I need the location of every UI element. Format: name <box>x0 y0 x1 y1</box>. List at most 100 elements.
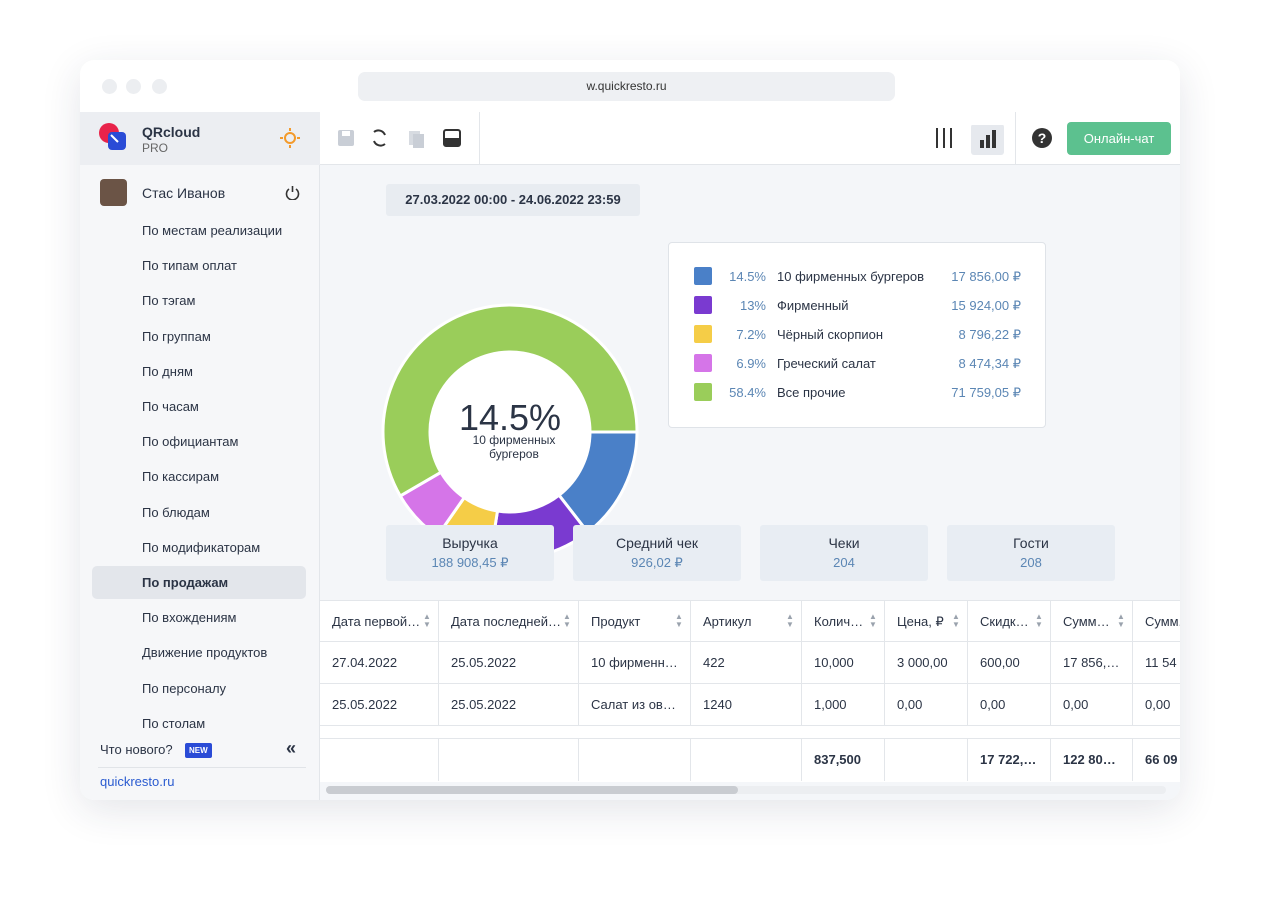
new-badge: NEW <box>185 743 212 758</box>
address-bar[interactable]: w.quickresto.ru <box>358 72 895 101</box>
menu-item[interactable]: По дням <box>142 363 193 379</box>
kpi-value: 204 <box>833 555 855 570</box>
legend-amount: 15 924,00 ₽ <box>951 298 1021 313</box>
brand-name: QRcloud <box>142 124 201 140</box>
legend-amount: 8 796,22 ₽ <box>958 327 1022 342</box>
table-cell: 1,000 <box>802 684 885 726</box>
center-value: 14.5% <box>459 397 561 438</box>
scroll-thumb[interactable] <box>326 786 738 794</box>
donut-chart: 14.5% <box>381 303 639 561</box>
table-cell: 25.05.2022 <box>320 684 439 726</box>
donut-hole <box>431 353 589 511</box>
table-cell: 25.05.2022 <box>439 684 579 726</box>
whats-new[interactable]: Что нового? <box>100 742 173 757</box>
kpi-card: Средний чек 926,02 ₽ <box>573 525 741 581</box>
sort-icon[interactable]: ▲ ▼ <box>423 612 431 629</box>
menu-item[interactable]: По кассирам <box>142 469 220 485</box>
sidebar: QRcloud PRO Стас Иванов По местам реализ… <box>80 112 320 800</box>
window-dot <box>152 79 167 94</box>
divider <box>1015 112 1016 165</box>
site-link[interactable]: quickresto.ru <box>100 774 175 789</box>
menu-item[interactable]: По часам <box>142 399 199 414</box>
table-cell: Салат из ов… <box>579 684 691 726</box>
legend-percent: 14.5% <box>729 269 766 284</box>
collapse-icon[interactable]: « <box>286 738 297 758</box>
chat-button[interactable]: Онлайн-чат <box>1067 122 1171 155</box>
total-cell: 837,500 <box>802 739 885 781</box>
menu-item[interactable]: По столам <box>142 715 206 731</box>
total-cell: 17 722,… <box>968 739 1051 781</box>
table-cell: 17 856,… <box>1051 642 1133 684</box>
table-cell: 3 000,00 <box>885 642 968 684</box>
legend: 14.5% 10 фирменных бургеров 17 856,00 ₽ 13%… <box>668 242 1046 428</box>
menu-item[interactable]: По группам <box>142 328 211 344</box>
menu-item[interactable]: По местам реализации <box>142 223 283 238</box>
legend-name: Чёрный скорпион <box>777 327 884 342</box>
window-dot <box>102 79 117 94</box>
table-cell: 25.05.2022 <box>439 642 579 684</box>
table-cell: 27.04.2022 <box>320 642 439 684</box>
menu-item[interactable]: Движение продуктов <box>142 645 268 661</box>
sort-icon[interactable]: ▲ ▼ <box>675 612 683 629</box>
toolbar-icons[interactable] <box>336 128 476 150</box>
column-header: Артикул <box>691 601 802 642</box>
column-header: Сумм… <box>1051 601 1133 642</box>
column-header: Дата первой… <box>320 601 439 642</box>
legend-percent: 58.4% <box>729 385 766 400</box>
user-name: Стас Иванов <box>142 185 226 201</box>
menu-item[interactable]: По типам оплат <box>142 258 237 274</box>
legend-swatch <box>694 354 712 372</box>
main: ? Онлайн-чат 27.03.2022 00:00 - 24.06.20… <box>320 112 1180 800</box>
menu-item[interactable]: По персоналу <box>142 680 227 696</box>
sort-icon[interactable]: ▲ ▼ <box>1117 612 1125 629</box>
table-cell: 10,000 <box>802 642 885 684</box>
total-cell <box>691 739 802 781</box>
sort-icon[interactable]: ▲ ▼ <box>563 612 571 629</box>
view-icons[interactable] <box>932 125 1032 155</box>
legend-percent: 6.9% <box>736 356 766 371</box>
table-cell: 600,00 <box>968 642 1051 684</box>
logout-icon[interactable] <box>285 185 300 200</box>
legend-swatch <box>694 267 712 285</box>
table-cell: 11 54 <box>1133 642 1180 684</box>
column-header: Сумм. <box>1133 601 1180 642</box>
logo <box>99 123 126 150</box>
legend-swatch <box>694 325 712 343</box>
menu-item[interactable]: По продажам <box>92 566 306 599</box>
help-icon[interactable]: ? <box>1032 128 1054 150</box>
toolbar: ? Онлайн-чат <box>320 112 1180 165</box>
scrollbar[interactable] <box>326 786 1166 794</box>
table-cell: 0,00 <box>1133 684 1180 726</box>
divider <box>479 112 480 165</box>
browser-window: w.quickresto.ru QRcloud PRO Стас Иванов … <box>80 60 1180 800</box>
table-cell: 0,00 <box>885 684 968 726</box>
theme-icon[interactable] <box>280 128 300 148</box>
menu-item[interactable]: По блюдам <box>142 504 210 520</box>
menu-item[interactable]: По вхождениям <box>142 610 237 626</box>
kpi-label: Выручка <box>442 535 498 551</box>
sort-icon[interactable]: ▲ ▼ <box>786 612 794 629</box>
plan: PRO <box>142 141 169 155</box>
svg-text:?: ? <box>1038 130 1047 146</box>
legend-name: Все прочие <box>777 385 846 400</box>
kpi-label: Чеки <box>828 535 860 551</box>
window-dot <box>126 79 141 94</box>
menu-item[interactable]: По тэгам <box>142 293 196 309</box>
center-label: 10 фирменных бургеров <box>472 433 556 461</box>
sort-icon[interactable]: ▲ ▼ <box>952 612 960 629</box>
table-spacer <box>320 726 1180 739</box>
sort-icon[interactable]: ▲ ▼ <box>1035 612 1043 629</box>
kpi-card: Гости 208 <box>947 525 1115 581</box>
table-cell: 10 фирменн… <box>579 642 691 684</box>
menu-item[interactable]: По официантам <box>142 434 239 450</box>
avatar <box>100 179 127 206</box>
total-cell: 122 80… <box>1051 739 1133 781</box>
kpi-value: 926,02 ₽ <box>631 555 683 570</box>
legend-amount: 17 856,00 ₽ <box>951 269 1021 284</box>
date-range[interactable]: 27.03.2022 00:00 - 24.06.2022 23:59 <box>386 184 640 216</box>
legend-amount: 8 474,34 ₽ <box>958 356 1022 371</box>
sort-icon[interactable]: ▲ ▼ <box>869 612 877 629</box>
legend-name: Греческий салат <box>777 356 876 371</box>
menu-item[interactable]: По модификаторам <box>142 539 261 555</box>
